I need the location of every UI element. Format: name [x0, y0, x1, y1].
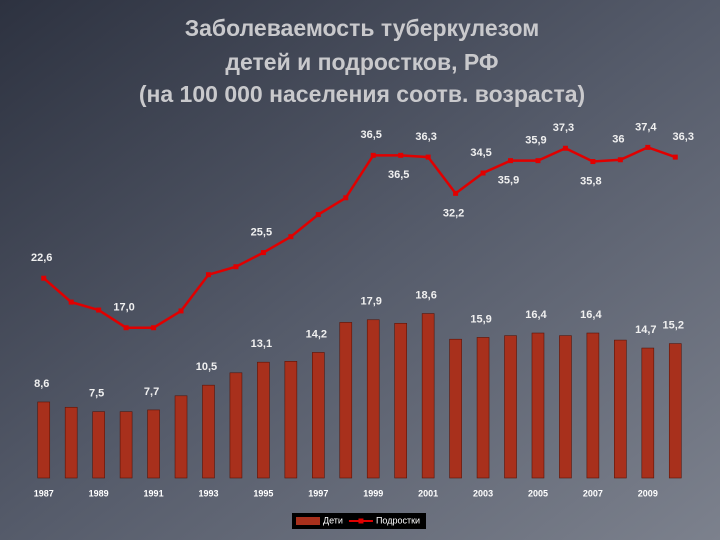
line-marker: [535, 158, 541, 164]
x-tick-label: 2005: [528, 488, 548, 498]
line-marker: [425, 154, 431, 160]
bar-label: 14,2: [306, 328, 327, 340]
line-marker: [590, 159, 596, 165]
x-tick-label: 1999: [363, 488, 383, 498]
bar: [366, 319, 380, 479]
bar-label: 13,1: [251, 338, 272, 350]
bar-label: 16,4: [580, 309, 602, 321]
line: [42, 146, 676, 329]
line-marker: [315, 212, 321, 218]
bar: [449, 338, 462, 479]
x-tick-label: 2003: [473, 488, 493, 498]
line-label: 17,0: [113, 302, 134, 314]
line-marker: [398, 152, 404, 158]
line-marker: [343, 195, 349, 201]
line-label: 34,5: [470, 147, 491, 159]
line-label: 36,5: [361, 129, 382, 141]
line-label: 37,3: [553, 122, 574, 134]
line-label: 36,3: [673, 131, 694, 143]
bar: [92, 411, 105, 479]
bar-label: 14,7: [635, 324, 656, 336]
line-marker: [370, 152, 376, 158]
bar: [421, 313, 435, 479]
legend-label: Дети: [323, 515, 343, 525]
line-marker: [508, 158, 514, 164]
line-label: 36: [612, 134, 624, 146]
bar: [202, 384, 215, 479]
bar: [641, 347, 655, 479]
x-tick-label: 2009: [638, 488, 658, 498]
bar: [586, 332, 600, 479]
line-label: 22,6: [31, 252, 52, 264]
line-marker: [480, 170, 486, 176]
line-marker: [123, 325, 129, 331]
line-marker: [205, 272, 211, 278]
line-marker: [178, 308, 184, 314]
line-marker: [260, 250, 266, 256]
line-label: 36,3: [415, 131, 436, 143]
bar-label: 16,4: [525, 309, 547, 321]
bar: [531, 332, 545, 479]
bar: [174, 395, 188, 479]
x-tick-label: 1995: [253, 488, 273, 498]
bar: [668, 343, 682, 479]
line-marker: [233, 264, 239, 270]
title-line: (на 100 000 населения соотв. возраста): [139, 81, 585, 107]
line-marker: [68, 299, 74, 305]
line-label: 35,9: [498, 175, 519, 187]
line-marker: [672, 154, 678, 160]
line-marker: [41, 275, 47, 281]
bar: [37, 401, 51, 479]
title-line: Заболеваемость туберкулезом: [185, 15, 540, 41]
line-label: 37,4: [635, 121, 657, 133]
title: Заболеваемость туберкулезом детей и подр…: [139, 15, 585, 107]
bar: [559, 335, 572, 479]
x-tick-label: 1989: [89, 488, 109, 498]
bar: [312, 352, 325, 479]
bar: [119, 411, 133, 479]
x-tick-label: 1993: [198, 488, 218, 498]
x-tick-label: 2001: [418, 488, 438, 498]
line-label: 35,9: [525, 135, 546, 147]
line-label: 25,5: [251, 226, 272, 238]
bar-label: 15,9: [470, 313, 491, 325]
line-marker: [617, 157, 623, 163]
bar-label: 7,5: [89, 388, 104, 400]
bar-label: 8,6: [34, 378, 49, 390]
bar: [284, 361, 298, 479]
x-tick-label: 1997: [308, 488, 328, 498]
bar-label: 17,9: [361, 296, 382, 308]
bar: [229, 372, 243, 479]
line-marker: [645, 144, 651, 150]
x-tick-label: 2007: [583, 488, 603, 498]
line-marker: [562, 145, 568, 151]
bar: [64, 406, 78, 479]
bar: [504, 335, 517, 479]
bar-label: 10,5: [196, 361, 217, 373]
bar: [257, 361, 270, 479]
bar-label: 18,6: [415, 289, 436, 301]
bar: [339, 322, 353, 479]
line-marker: [96, 307, 102, 313]
legend-label: Подростки: [376, 515, 420, 525]
line-label: 35,8: [580, 175, 601, 187]
legend-swatch: [358, 518, 364, 524]
title-line: детей и подростков, РФ: [225, 49, 498, 75]
line-label: 36,5: [388, 169, 409, 181]
bar: [394, 322, 407, 479]
line-label: 32,2: [443, 207, 464, 219]
line-marker: [453, 190, 459, 196]
line-marker: [151, 325, 157, 331]
x-tick-label: 1987: [34, 488, 54, 498]
bar-label: 15,2: [663, 320, 684, 332]
bar: [476, 337, 490, 479]
bar: [614, 339, 627, 479]
legend-swatch: [296, 517, 320, 525]
bar: [147, 409, 160, 479]
x-tick-label: 1991: [144, 488, 164, 498]
bar-label: 7,7: [144, 386, 159, 398]
line-marker: [288, 234, 294, 240]
